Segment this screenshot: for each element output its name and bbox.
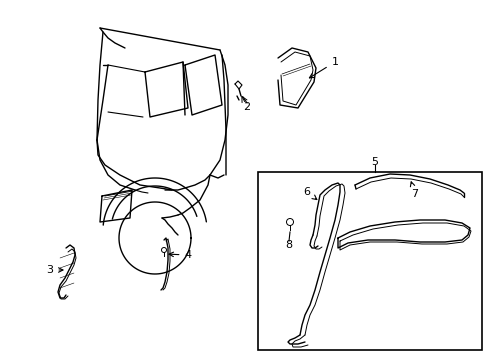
Text: 2: 2 xyxy=(243,102,250,112)
Text: 4: 4 xyxy=(169,250,191,260)
Text: 3: 3 xyxy=(46,265,63,275)
Text: 6: 6 xyxy=(303,187,316,199)
Text: 5: 5 xyxy=(371,157,378,167)
Text: 7: 7 xyxy=(409,182,418,199)
Bar xyxy=(258,172,481,350)
Text: 8: 8 xyxy=(285,240,292,250)
Text: 1: 1 xyxy=(309,57,338,78)
